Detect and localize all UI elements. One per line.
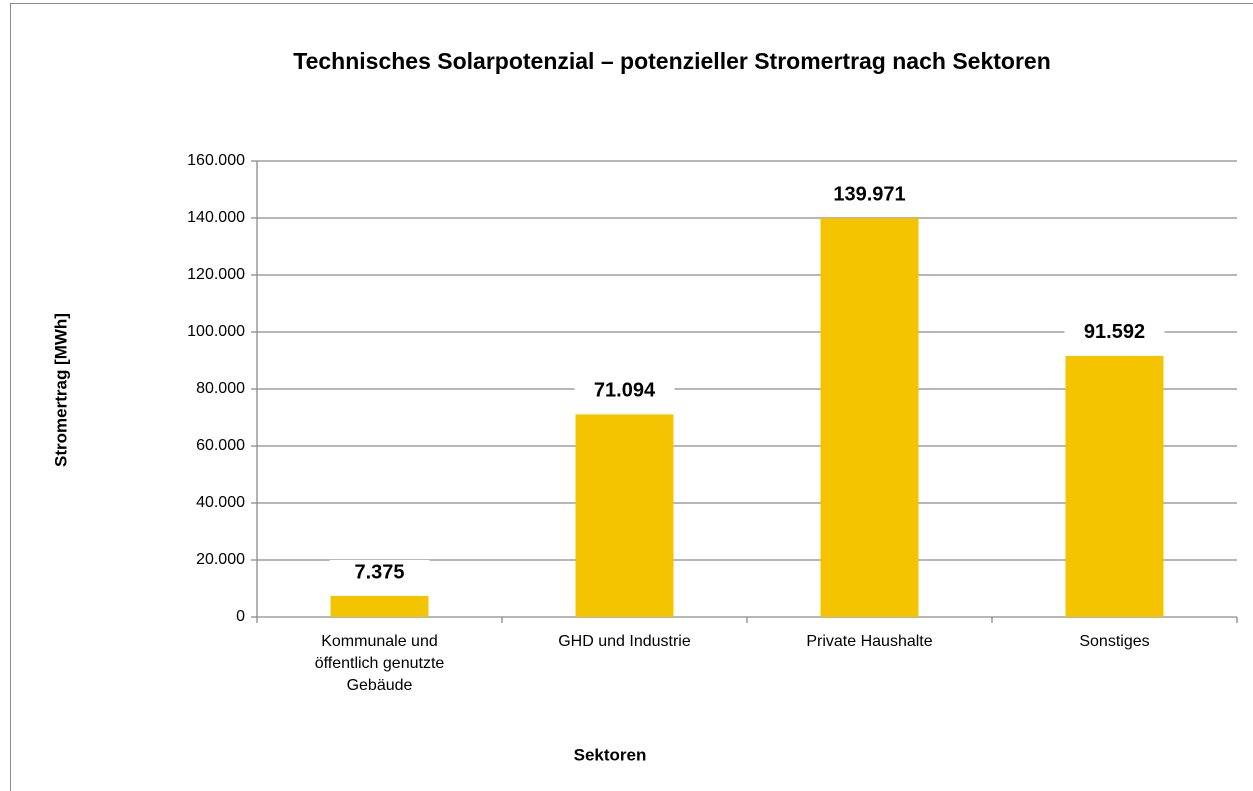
value-label-bg — [329, 559, 430, 586]
y-tick-label: 20.000 — [196, 551, 245, 568]
y-tick-label: 120.000 — [187, 266, 245, 283]
y-tick-label: 160.000 — [187, 152, 245, 169]
y-tick-label: 140.000 — [187, 209, 245, 226]
y-tick-label: 0 — [236, 608, 245, 625]
chart-title: Technisches Solarpotenzial – potenzielle… — [293, 48, 1051, 74]
bar — [575, 414, 674, 617]
y-tick-label: 100.000 — [187, 323, 245, 340]
bar — [820, 218, 919, 618]
x-tick-label: Sonstiges — [1079, 633, 1150, 650]
bar — [330, 595, 429, 617]
y-tick-label: 40.000 — [196, 494, 245, 511]
value-label: 91.592 — [1084, 321, 1145, 343]
y-tick-label: 80.000 — [196, 380, 245, 397]
chart-frame — [10, 3, 1253, 791]
x-axis-title: Sektoren — [574, 745, 647, 764]
value-label: 71.094 — [594, 380, 656, 402]
x-tick-label: Kommunale und öffentlich genutzte Gebäud… — [314, 633, 445, 694]
value-label-bg — [1064, 319, 1165, 346]
y-axis-title: Stromertrag [MWh] — [51, 313, 70, 467]
value-label-bg — [819, 182, 920, 209]
x-tick-label: Private Haushalte — [806, 633, 933, 650]
y-tick-label: 60.000 — [196, 437, 245, 454]
value-label: 139.971 — [833, 183, 905, 205]
value-label: 7.375 — [354, 561, 404, 583]
bar — [1065, 355, 1164, 617]
x-tick-label: GHD und Industrie — [558, 633, 691, 650]
value-label-bg — [574, 378, 675, 405]
